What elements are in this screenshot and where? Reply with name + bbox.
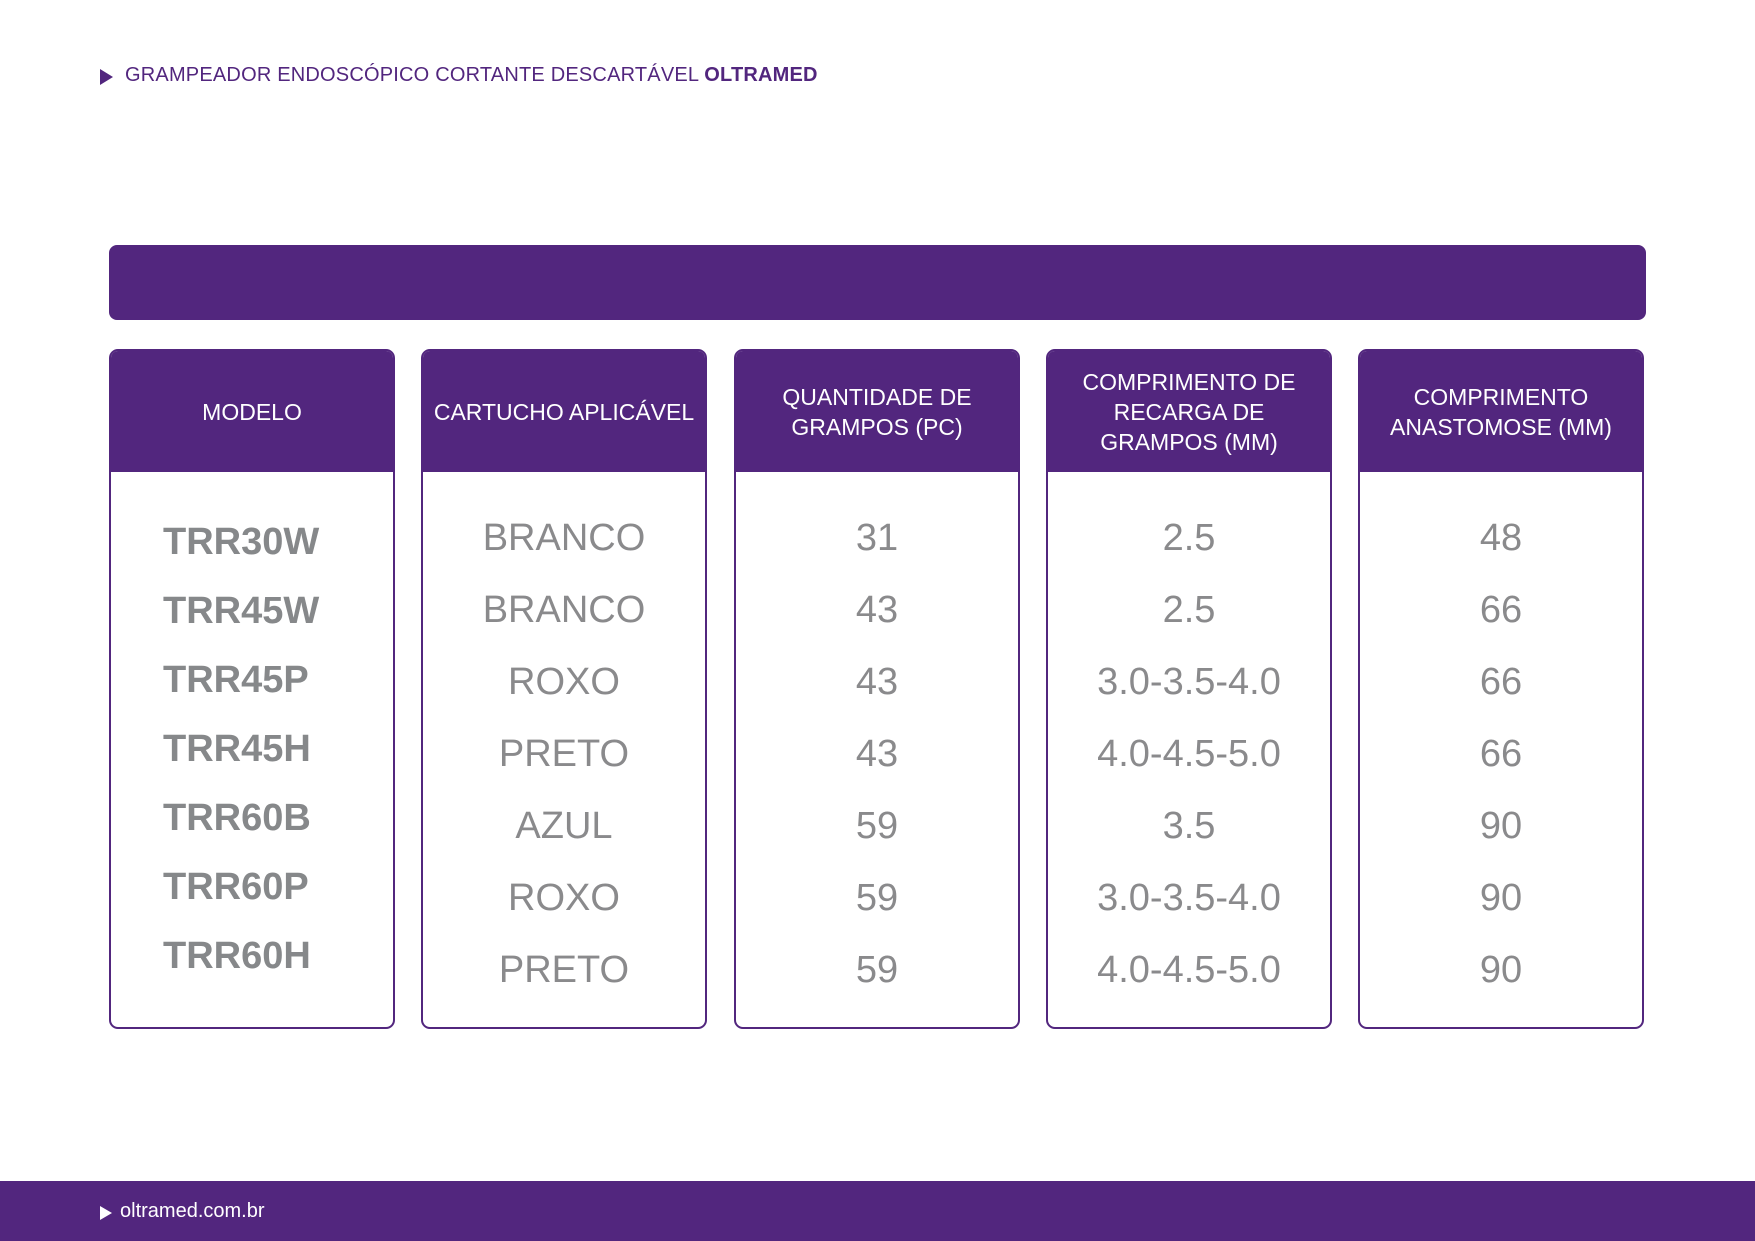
table-cell: 59: [855, 948, 899, 991]
table-cell: TRR45P: [163, 659, 309, 701]
table-cell: 66: [1479, 588, 1523, 631]
table-cell: 43: [855, 732, 899, 775]
table-cell: TRR30W: [163, 521, 320, 563]
column-comprimento-anastomose: COMPRIMENTO ANASTOMOSE (MM) 48 66 66 66 …: [1358, 349, 1644, 1029]
play-triangle-icon: [100, 1205, 112, 1220]
header-title: GRAMPEADOR ENDOSCÓPICO CORTANTE DESCARTÁ…: [125, 64, 700, 86]
table-cell: TRR45W: [163, 590, 320, 632]
table-cell: 31: [855, 516, 899, 559]
table-banner: [109, 245, 1646, 320]
table-cell: 66: [1479, 660, 1523, 703]
page-footer: oltramed.com.br: [0, 1181, 1755, 1241]
table-cell: 2.5: [1162, 516, 1216, 559]
column-header: QUANTIDADE DE GRAMPOS (PC): [736, 351, 1018, 472]
document-header: GRAMPEADOR ENDOSCÓPICO CORTANTE DESCARTÁ…: [100, 64, 818, 87]
table-cell: TRR60P: [163, 866, 309, 908]
table-cell: 59: [855, 876, 899, 919]
table-cell: PRETO: [498, 732, 630, 775]
column-header: COMPRIMENTO DE RECARGA DE GRAMPOS (MM): [1048, 351, 1330, 472]
table-cell: 3.0-3.5-4.0: [1097, 660, 1281, 703]
table-cell: 4.0-4.5-5.0: [1097, 732, 1281, 775]
table-cell: 3.5: [1162, 804, 1216, 847]
table-cell: 2.5: [1162, 588, 1216, 631]
table-cell: PRETO: [498, 948, 630, 991]
table-cell: AZUL: [515, 804, 613, 847]
table-cell: 48: [1479, 516, 1523, 559]
header-brand: OLTRAMED: [704, 64, 818, 86]
table-cell: TRR60H: [163, 935, 311, 977]
table-cell: BRANCO: [482, 588, 646, 631]
table-cell: TRR60B: [163, 797, 311, 839]
column-header: CARTUCHO APLICÁVEL: [423, 351, 705, 472]
table-cell: 90: [1479, 804, 1523, 847]
column-comprimento-recarga: COMPRIMENTO DE RECARGA DE GRAMPOS (MM) 2…: [1046, 349, 1332, 1029]
table-cell: 3.0-3.5-4.0: [1097, 876, 1281, 919]
table-cell: 66: [1479, 732, 1523, 775]
table-cell: 43: [855, 660, 899, 703]
table-cell: ROXO: [508, 876, 620, 919]
table-cell: 90: [1479, 876, 1523, 919]
table-cell: 43: [855, 588, 899, 631]
column-header: COMPRIMENTO ANASTOMOSE (MM): [1360, 351, 1642, 472]
column-header: MODELO: [111, 351, 393, 472]
column-quantidade: QUANTIDADE DE GRAMPOS (PC) 31 43 43 43 5…: [734, 349, 1020, 1029]
column-modelo: MODELO TRR30W TRR45W TRR45P TRR45H TRR60…: [109, 349, 395, 1029]
footer-url[interactable]: oltramed.com.br: [120, 1199, 265, 1222]
table-cell: BRANCO: [482, 516, 646, 559]
table-cell: 4.0-4.5-5.0: [1097, 948, 1281, 991]
table-cell: TRR45H: [163, 728, 311, 770]
table-cell: ROXO: [508, 660, 620, 703]
table-cell: 90: [1479, 948, 1523, 991]
column-cartucho: CARTUCHO APLICÁVEL BRANCO BRANCO ROXO PR…: [421, 349, 707, 1029]
table-cell: 59: [855, 804, 899, 847]
play-triangle-icon: [100, 69, 113, 85]
